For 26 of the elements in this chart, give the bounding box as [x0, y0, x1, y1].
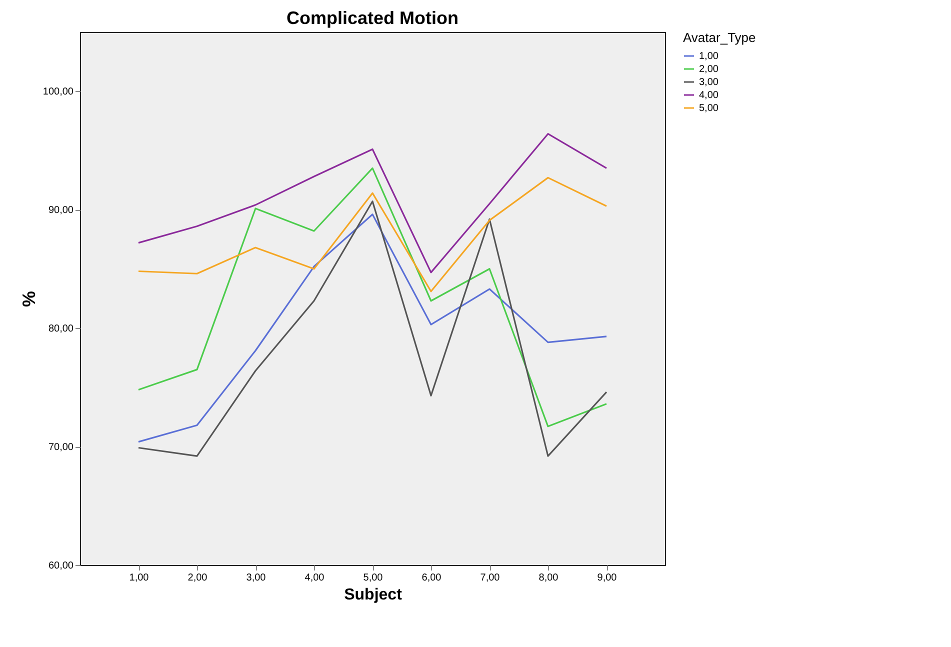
- x-axis-title: Subject: [344, 586, 403, 604]
- x-tick-label: 3,00: [246, 572, 266, 584]
- y-tick-label: 80,00: [48, 324, 74, 335]
- y-tick-label: 70,00: [48, 442, 74, 454]
- x-tick-label: 8,00: [538, 572, 559, 584]
- x-tick-label: 6,00: [422, 572, 442, 584]
- y-tick-label: 90,00: [48, 205, 74, 216]
- x-tick-label: 4,00: [304, 572, 325, 584]
- legend-label: 1,00: [699, 51, 719, 62]
- legend-label: 2,00: [699, 64, 719, 75]
- x-tick-label: 9,00: [597, 572, 618, 584]
- line-series: [138, 176, 608, 292]
- legend-label: 3,00: [699, 77, 719, 88]
- x-tick-label: 1,00: [129, 572, 150, 584]
- x-tick-label: 5,00: [363, 572, 384, 584]
- y-tick-label: 100,00: [42, 86, 74, 98]
- x-tick-label: 7,00: [480, 572, 500, 584]
- legend-label: 4,00: [699, 90, 719, 101]
- chart-title: Complicated Motion: [286, 8, 458, 28]
- x-tick-label: 2,00: [188, 572, 208, 584]
- y-axis-title: %: [18, 290, 39, 308]
- legend-label: 5,00: [699, 103, 719, 114]
- legend-title: Avatar_Type: [683, 30, 756, 45]
- line-series: [138, 167, 608, 428]
- y-tick-label: 60,00: [48, 560, 74, 572]
- line-series: [138, 133, 608, 274]
